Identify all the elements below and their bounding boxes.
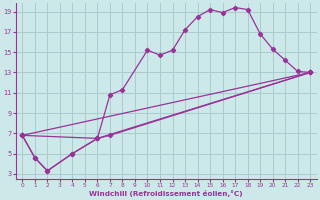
X-axis label: Windchill (Refroidissement éolien,°C): Windchill (Refroidissement éolien,°C) [90, 190, 243, 197]
